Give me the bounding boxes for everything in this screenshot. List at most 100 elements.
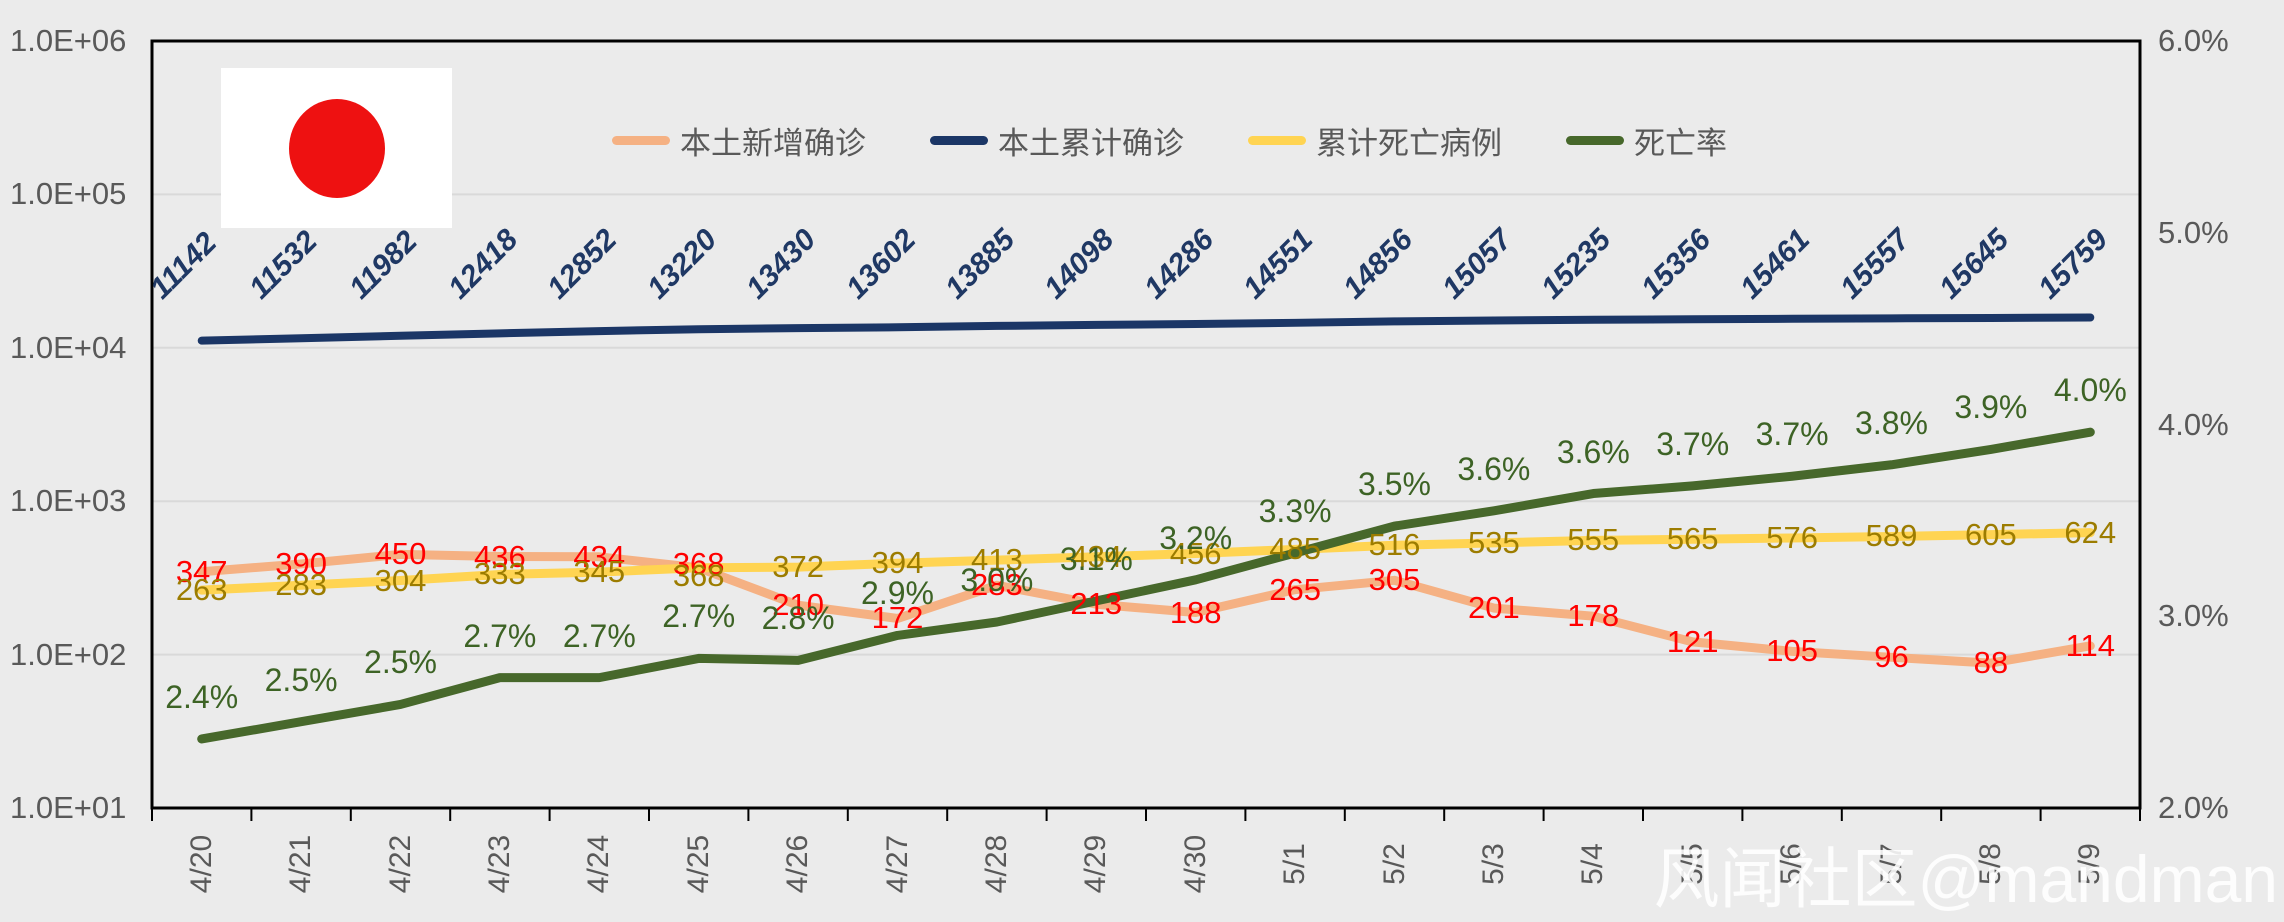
plot-frame <box>150 39 2142 821</box>
label-death-rate: 2.4% <box>165 678 239 715</box>
label-cumulative-deaths: 345 <box>573 554 626 590</box>
label-new-cases: 213 <box>1070 586 1123 622</box>
label-new-cases: 283 <box>971 567 1023 603</box>
left-axis-tick-label: 1.0E+03 <box>10 483 127 519</box>
label-new-cases: 178 <box>1567 598 1620 634</box>
left-axis-tick-label: 1.0E+04 <box>10 329 127 365</box>
label-death-rate: 3.1% <box>1059 540 1133 577</box>
label-cumulative-deaths: 576 <box>1766 519 1818 555</box>
label-cumulative-deaths: 589 <box>1865 518 1918 554</box>
label-new-cases: 114 <box>2065 627 2115 663</box>
label-death-rate: 3.2% <box>1159 519 1233 556</box>
label-cumulative-deaths: 485 <box>1269 531 1321 567</box>
right-axis-tick-label: 2.0% <box>2158 790 2229 825</box>
legend: 本土新增确诊 本土累计确诊 累计死亡病例 死亡率 <box>612 118 1727 163</box>
label-cumulative-deaths: 555 <box>1567 522 1620 558</box>
label-cumulative-deaths: 283 <box>275 567 327 603</box>
label-death-rate: 2.7% <box>562 617 636 654</box>
label-new-cases: 305 <box>1368 562 1421 598</box>
label-death-rate: 3.9% <box>1954 389 2028 426</box>
japan-flag-icon <box>221 68 452 228</box>
x-axis-tick-label: 4/20 <box>184 834 218 894</box>
legend-swatch-icon <box>1566 136 1624 145</box>
label-new-cases: 434 <box>573 538 626 574</box>
label-death-rate: 3.6% <box>1457 450 1531 487</box>
legend-item-2: 累计死亡病例 <box>1248 118 1502 163</box>
left-axis-tick-label: 1.0E+02 <box>10 636 127 672</box>
label-new-cases: 265 <box>1269 571 1321 607</box>
legend-swatch-icon <box>1248 136 1306 145</box>
legend-label: 死亡率 <box>1634 126 1727 161</box>
label-cumulative-deaths: 605 <box>1965 516 2017 552</box>
japan-flag-sun-icon <box>288 98 385 198</box>
x-axis-tick-label: 4/24 <box>582 834 616 894</box>
label-new-cases: 450 <box>374 536 427 572</box>
left-axis-tick-label: 1.0E+05 <box>10 176 127 212</box>
right-axis-tick-label: 6.0% <box>2158 23 2229 58</box>
label-cumulative-deaths: 565 <box>1666 521 1719 557</box>
label-death-rate: 3.0% <box>960 562 1034 598</box>
x-axis-tick-label: 4/21 <box>284 834 318 894</box>
label-cumulative-deaths: 456 <box>1169 535 1222 571</box>
legend-item-1: 本土累计确诊 <box>930 118 1184 163</box>
label-death-rate: 3.3% <box>1258 492 1332 529</box>
label-new-cases: 201 <box>1468 590 1520 626</box>
legend-swatch-icon <box>612 136 670 145</box>
label-death-rate: 3.8% <box>1855 404 1928 441</box>
legend-label: 本土新增确诊 <box>680 126 866 161</box>
line-death-rate <box>197 427 2095 744</box>
label-cumulative-deaths: 624 <box>2064 514 2117 550</box>
label-new-cases: 390 <box>275 545 327 581</box>
label-new-cases: 96 <box>1874 639 1909 675</box>
label-cumulative-deaths: 434 <box>1070 538 1123 574</box>
x-axis-tick-label: 4/30 <box>1178 834 1212 894</box>
label-death-rate: 2.7% <box>662 598 736 635</box>
left-axis-tick-label: 1.0E+06 <box>10 23 127 58</box>
x-axis-tick-label: 4/26 <box>781 834 815 894</box>
label-new-cases: 188 <box>1169 594 1222 630</box>
label-cumulative-deaths: 333 <box>474 556 526 592</box>
label-cumulative-deaths: 394 <box>871 545 924 581</box>
x-axis-tick-label: 5/2 <box>1377 843 1411 885</box>
legend-label: 本土累计确诊 <box>998 126 1184 161</box>
x-axis-tick-label: 4/22 <box>383 834 417 894</box>
x-axis-tick-label: 4/28 <box>979 834 1013 894</box>
legend-label: 累计死亡病例 <box>1316 126 1502 161</box>
right-axis-tick-label: 3.0% <box>2158 598 2229 634</box>
right-axis-tick-label: 4.0% <box>2158 406 2229 442</box>
label-death-rate: 4.0% <box>2053 372 2127 409</box>
legend-item-0: 本土新增确诊 <box>612 118 866 163</box>
label-new-cases: 172 <box>871 600 924 636</box>
x-axis-tick-label: 5/3 <box>1476 843 1510 885</box>
label-cumulative-deaths: 368 <box>672 557 725 593</box>
label-new-cases: 347 <box>175 553 228 589</box>
label-death-rate: 2.5% <box>264 661 338 698</box>
label-cumulative-deaths: 263 <box>175 572 228 608</box>
label-death-rate: 3.7% <box>1656 425 1730 462</box>
label-cumulative-deaths: 535 <box>1468 524 1520 560</box>
label-death-rate: 2.5% <box>364 644 437 681</box>
label-new-cases: 210 <box>772 587 824 623</box>
legend-swatch-icon <box>930 136 988 145</box>
label-new-cases: 105 <box>1766 633 1818 669</box>
label-new-cases: 436 <box>474 538 526 574</box>
label-death-rate: 3.5% <box>1358 466 1431 503</box>
x-axis-tick-label: 4/29 <box>1079 834 1113 894</box>
label-cumulative-deaths: 516 <box>1368 527 1421 563</box>
right-axis-tick-label: 5.0% <box>2158 214 2229 250</box>
label-death-rate: 2.7% <box>463 617 537 654</box>
watermark: 风闻社区@mandman <box>1653 842 2279 916</box>
x-axis-tick-label: 5/4 <box>1576 843 1610 885</box>
x-axis-tick-label: 5/1 <box>1278 843 1312 885</box>
line-cumulative-cases <box>197 313 2095 345</box>
label-new-cases: 121 <box>1666 623 1719 659</box>
left-axis-tick-label: 1.0E+01 <box>10 790 127 825</box>
x-axis-tick-label: 4/27 <box>880 834 914 894</box>
line-cumulative-deaths <box>197 528 2095 595</box>
label-death-rate: 2.8% <box>761 600 835 637</box>
label-death-rate: 3.6% <box>1556 433 1630 470</box>
label-death-rate: 3.7% <box>1755 416 1829 453</box>
legend-item-3: 死亡率 <box>1566 118 1727 163</box>
